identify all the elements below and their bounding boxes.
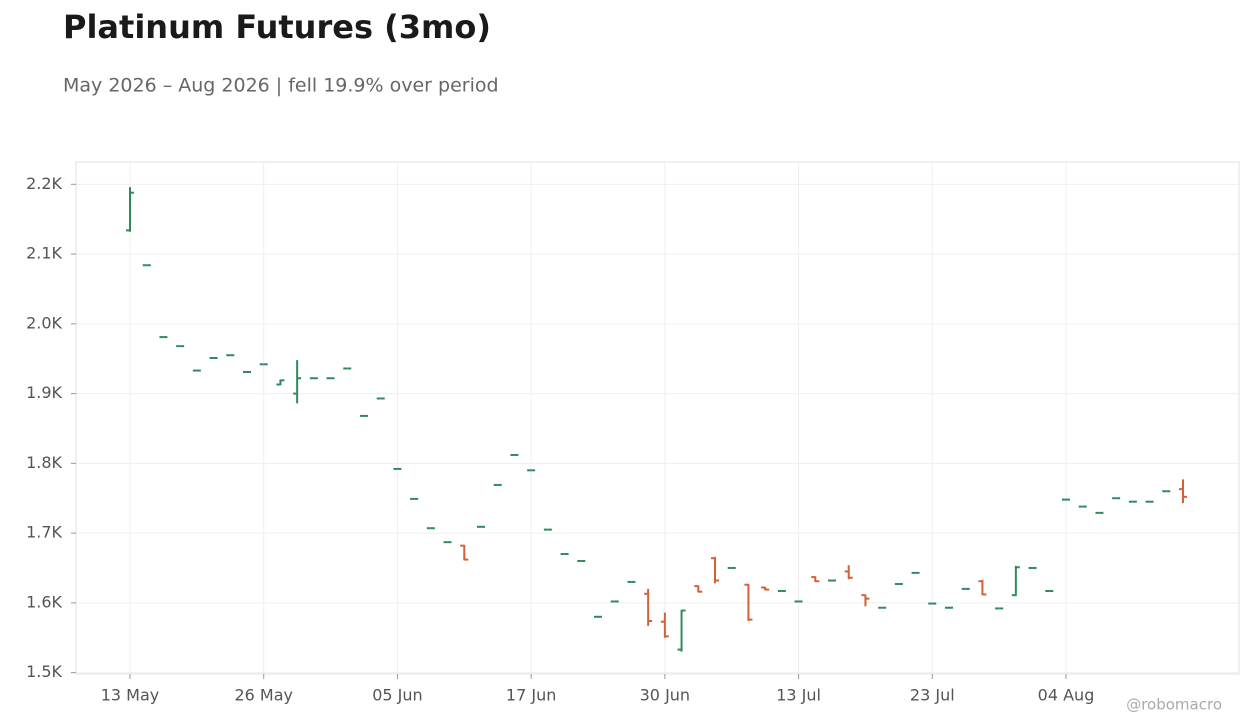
x-tick-label: 04 Aug <box>1038 686 1095 705</box>
x-tick-label: 13 Jul <box>776 686 821 705</box>
y-tick-label: 1.5K <box>26 662 62 681</box>
x-tick-label: 05 Jun <box>372 686 422 705</box>
x-tick-label: 30 Jun <box>640 686 690 705</box>
y-tick-label: 1.7K <box>26 523 62 542</box>
y-tick-label: 1.8K <box>26 453 62 472</box>
watermark: @robomacro <box>1126 696 1222 714</box>
x-tick-label: 13 May <box>101 686 160 705</box>
y-tick-label: 2.0K <box>26 313 62 332</box>
x-tick-label: 26 May <box>234 686 293 705</box>
chart-title: Platinum Futures (3mo) <box>63 8 491 46</box>
y-tick-label: 2.2K <box>26 174 62 193</box>
x-tick-label: 17 Jun <box>506 686 556 705</box>
y-tick-label: 1.9K <box>26 383 62 402</box>
plot-frame <box>75 161 1240 675</box>
y-tick-label: 2.1K <box>26 244 62 263</box>
y-tick-label: 1.6K <box>26 592 62 611</box>
x-tick-label: 23 Jul <box>910 686 955 705</box>
chart-subtitle: May 2026 – Aug 2026 | fell 19.9% over pe… <box>63 75 499 97</box>
